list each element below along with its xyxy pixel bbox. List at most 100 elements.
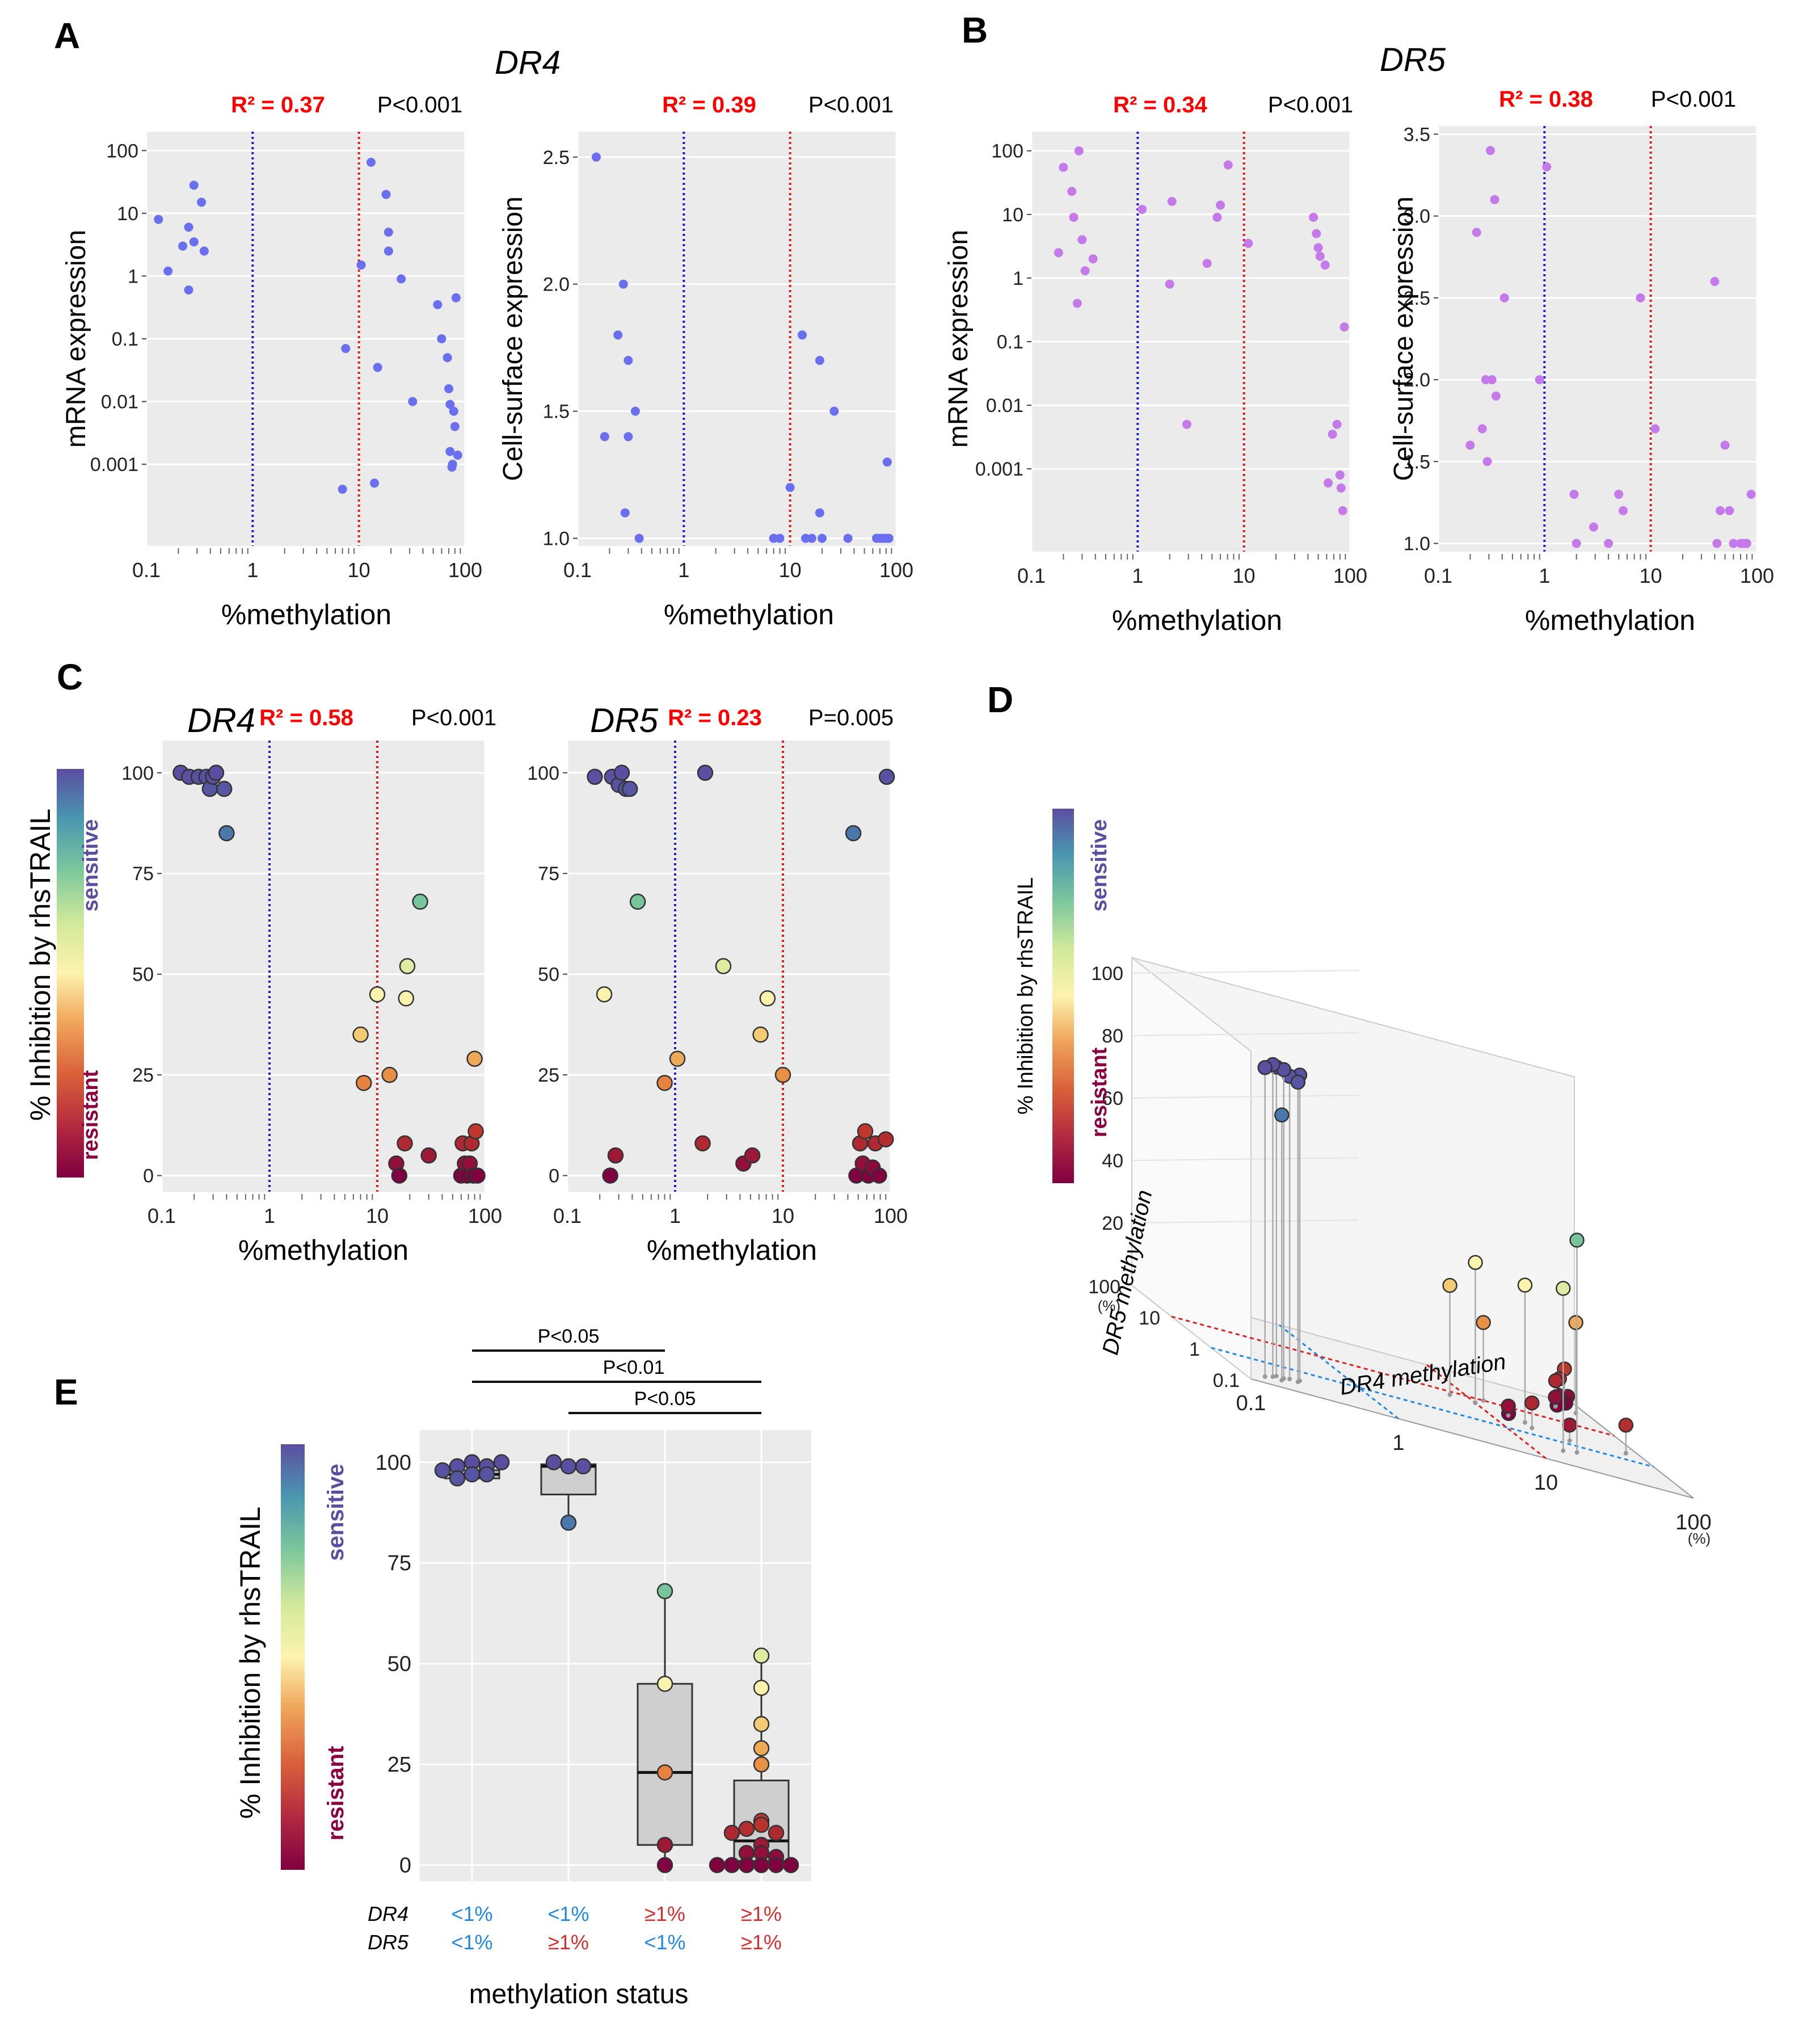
p-value-label: P<0.001 (1651, 87, 1736, 112)
data-point (391, 1167, 408, 1184)
colorbar-e-gradient (281, 1444, 305, 1870)
data-point (184, 222, 193, 232)
data-point (445, 447, 455, 456)
stem-base (1567, 1438, 1572, 1443)
data-point (596, 986, 613, 1003)
colorbar-c: sensitive resistant (57, 769, 103, 1178)
data-point (451, 293, 461, 302)
y-tick-label: 25 (387, 1753, 411, 1777)
data-point (774, 1066, 791, 1083)
chart-c-dr5: 0.1 1 10 100 0 25 50 75 100 R² = 0.23 P=0.005 %meth… (527, 701, 908, 1266)
x-axis-label: methylation status (469, 1979, 689, 2009)
data-point (1720, 440, 1730, 450)
p-value-label: P<0.001 (1268, 92, 1353, 117)
x-tick-label: 1 (669, 1204, 681, 1227)
row-label-dr4: DR4 (368, 1902, 408, 1925)
data-point (1562, 1417, 1577, 1433)
data-point (384, 228, 393, 237)
plot-background (578, 132, 896, 546)
data-point (629, 893, 646, 910)
data-point (1604, 539, 1613, 548)
x-tick-label: 100 (1333, 564, 1367, 587)
data-point (1339, 322, 1349, 332)
x-tick-label: 0.1 (132, 558, 161, 582)
plot-background (1438, 126, 1757, 552)
r-squared-label: R² = 0.23 (668, 705, 762, 730)
data-point (1332, 419, 1342, 429)
gene-title: DR5 (590, 701, 659, 739)
r-squared-label: R² = 0.34 (1113, 92, 1207, 117)
data-point (1499, 293, 1509, 302)
data-point (1216, 200, 1225, 210)
data-point (154, 215, 163, 224)
p-value-label: P<0.001 (808, 92, 894, 117)
data-point (697, 764, 714, 781)
data-point (753, 1680, 770, 1696)
group-dr5-label: <1% (644, 1931, 685, 1954)
x-tick-label: 100 (879, 558, 913, 582)
data-point (189, 180, 199, 190)
data-point (445, 400, 455, 409)
y-tick-label: 0.001 (90, 454, 138, 476)
chart-b-surface: 0.1 1 10 100 1.0 1.5 2.0 2.5 3.0 3.5 R² = 0.38 P<0.… (1389, 87, 1774, 636)
y-tick-label: 3.5 (1404, 124, 1430, 145)
data-point (857, 1123, 874, 1139)
y-tick-label: 10 (117, 203, 138, 225)
stem-base (1287, 1377, 1292, 1382)
data-point (623, 356, 633, 365)
x-tick-label: 1 (1539, 564, 1550, 587)
y-tick-label: 50 (538, 964, 559, 986)
data-point (208, 764, 225, 781)
y-tick-label: 1.5 (543, 401, 570, 423)
data-point (620, 508, 630, 518)
y-tick-label: 75 (132, 863, 154, 885)
stem-base (1553, 1404, 1558, 1409)
data-point (467, 1123, 484, 1139)
data-point (1138, 204, 1147, 214)
y-tick-label: 0 (399, 1854, 411, 1878)
y-tick-label: 0.01 (101, 392, 138, 413)
x-tick-label: 0.1 (553, 1204, 582, 1227)
data-point (1568, 1315, 1583, 1330)
data-point (1548, 1389, 1563, 1405)
data-point (1477, 424, 1487, 434)
chart-c-dr4: 0.1 1 10 100 0 25 50 75 100 R² = 0.58 P<0.001 %meth… (24, 701, 502, 1266)
x-tick-label: 1 (247, 558, 258, 582)
data-point (613, 330, 623, 340)
data-point (656, 1583, 673, 1600)
panel-label-c: C (57, 657, 83, 697)
data-point (1486, 146, 1495, 155)
data-point (744, 1147, 761, 1164)
significance-label: P<0.05 (634, 1388, 696, 1410)
data-point (1328, 430, 1337, 439)
data-point (621, 780, 638, 797)
y-axis-label: mRNA expression (61, 230, 91, 448)
data-point (545, 1454, 562, 1471)
z-tick-label: 60 (1102, 1088, 1123, 1109)
data-point (1074, 146, 1084, 155)
data-point (1165, 279, 1174, 289)
data-point (1589, 522, 1598, 532)
data-point (1054, 248, 1063, 258)
data-point (464, 1466, 481, 1483)
z-axis-label: % Inhibition by rhsTRAIL (1014, 877, 1038, 1115)
data-point (1223, 160, 1233, 170)
data-point (1313, 243, 1323, 253)
x-axis-label: %methylation (1525, 604, 1695, 636)
data-point (656, 1764, 673, 1781)
data-point (1312, 229, 1321, 238)
floor-threshold-y (1211, 1347, 1654, 1468)
data-point (656, 1675, 673, 1692)
x-tick-label: 100 (1675, 1511, 1711, 1534)
group-dr4-label: <1% (451, 1902, 492, 1925)
floor-threshold-y (1171, 1315, 1615, 1437)
x-tick-label: 100 (874, 1204, 908, 1227)
data-point (189, 237, 199, 247)
data-point (878, 1131, 894, 1147)
data-point (1476, 1315, 1491, 1330)
data-point (1548, 1373, 1564, 1389)
data-point (618, 279, 628, 289)
data-point (752, 1026, 769, 1043)
data-point (1067, 187, 1077, 196)
y-tick-label: 1.5 (1404, 451, 1430, 473)
